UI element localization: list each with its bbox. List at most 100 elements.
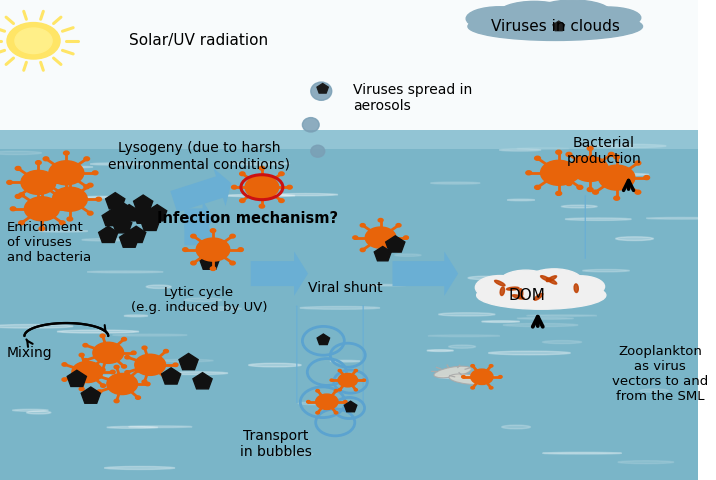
Circle shape	[131, 351, 136, 355]
Ellipse shape	[565, 218, 632, 220]
Circle shape	[107, 373, 137, 395]
Circle shape	[230, 234, 236, 238]
Text: Lytic cycle
(e.g. induced by UV): Lytic cycle (e.g. induced by UV)	[131, 286, 267, 314]
Ellipse shape	[12, 409, 48, 411]
Circle shape	[36, 200, 42, 204]
Ellipse shape	[518, 289, 523, 298]
Circle shape	[100, 334, 105, 337]
Circle shape	[64, 180, 70, 184]
Polygon shape	[193, 372, 212, 389]
Ellipse shape	[482, 321, 520, 323]
Ellipse shape	[543, 340, 581, 344]
Circle shape	[173, 363, 178, 367]
Text: Viruses spread in
aerosols: Viruses spread in aerosols	[353, 84, 472, 113]
Polygon shape	[134, 207, 153, 223]
Circle shape	[52, 187, 87, 211]
Ellipse shape	[493, 14, 548, 34]
Circle shape	[566, 181, 572, 185]
Circle shape	[96, 197, 102, 201]
Ellipse shape	[502, 425, 531, 429]
Circle shape	[183, 248, 188, 252]
Polygon shape	[553, 21, 564, 31]
Ellipse shape	[449, 345, 475, 348]
Circle shape	[125, 356, 130, 359]
Circle shape	[614, 155, 619, 159]
Ellipse shape	[124, 315, 147, 317]
Ellipse shape	[0, 324, 73, 328]
Circle shape	[87, 211, 93, 215]
Circle shape	[404, 236, 408, 240]
Circle shape	[211, 229, 216, 232]
Ellipse shape	[105, 467, 175, 469]
Circle shape	[489, 386, 493, 389]
Ellipse shape	[427, 350, 453, 351]
Ellipse shape	[268, 453, 313, 456]
Circle shape	[572, 156, 609, 181]
Circle shape	[56, 167, 62, 170]
Circle shape	[231, 185, 237, 189]
Ellipse shape	[185, 298, 222, 301]
Polygon shape	[179, 353, 198, 370]
Circle shape	[577, 185, 583, 189]
Ellipse shape	[160, 360, 213, 362]
Circle shape	[62, 363, 67, 366]
Circle shape	[362, 379, 365, 381]
Ellipse shape	[129, 426, 192, 428]
Circle shape	[49, 161, 84, 185]
Circle shape	[114, 399, 119, 403]
Polygon shape	[120, 204, 139, 221]
Ellipse shape	[616, 237, 654, 240]
Polygon shape	[127, 226, 146, 242]
Text: Transport
in bubbles: Transport in bubbles	[240, 429, 311, 459]
Ellipse shape	[527, 315, 597, 316]
Circle shape	[353, 236, 358, 240]
Polygon shape	[112, 202, 132, 218]
Circle shape	[21, 170, 56, 194]
Ellipse shape	[595, 144, 666, 148]
Ellipse shape	[495, 280, 505, 286]
Circle shape	[396, 248, 401, 252]
Text: Viral shunt: Viral shunt	[309, 281, 383, 295]
Circle shape	[316, 390, 319, 392]
Ellipse shape	[583, 269, 629, 272]
Circle shape	[100, 368, 105, 372]
Circle shape	[145, 382, 150, 386]
Circle shape	[279, 172, 284, 176]
Circle shape	[72, 361, 102, 383]
Circle shape	[498, 375, 502, 378]
Circle shape	[245, 176, 279, 199]
Ellipse shape	[525, 269, 584, 296]
Circle shape	[97, 390, 102, 393]
Circle shape	[471, 386, 475, 389]
Circle shape	[135, 354, 165, 375]
Ellipse shape	[428, 335, 500, 337]
Ellipse shape	[556, 276, 604, 298]
Ellipse shape	[223, 194, 295, 197]
Circle shape	[330, 379, 333, 381]
Circle shape	[259, 204, 265, 208]
Ellipse shape	[300, 306, 379, 309]
Circle shape	[354, 370, 357, 372]
Circle shape	[101, 384, 105, 387]
Ellipse shape	[595, 173, 649, 176]
Text: Viruses in clouds: Viruses in clouds	[490, 19, 619, 34]
Circle shape	[122, 365, 127, 368]
Circle shape	[535, 156, 541, 160]
Circle shape	[635, 190, 641, 194]
Ellipse shape	[500, 287, 505, 296]
Circle shape	[56, 194, 62, 198]
Ellipse shape	[165, 372, 228, 374]
Circle shape	[59, 221, 65, 225]
Ellipse shape	[495, 283, 536, 303]
Circle shape	[557, 167, 563, 171]
Ellipse shape	[466, 7, 533, 31]
Circle shape	[470, 369, 493, 384]
Ellipse shape	[26, 411, 51, 414]
Polygon shape	[199, 252, 220, 269]
Ellipse shape	[475, 276, 524, 300]
Circle shape	[240, 199, 245, 203]
Circle shape	[577, 156, 583, 160]
Circle shape	[396, 224, 401, 227]
Ellipse shape	[38, 230, 88, 232]
Polygon shape	[147, 204, 167, 221]
